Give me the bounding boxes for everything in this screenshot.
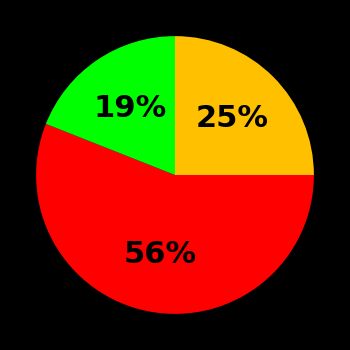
Wedge shape bbox=[175, 36, 314, 175]
Text: 56%: 56% bbox=[123, 240, 196, 269]
Text: 25%: 25% bbox=[195, 104, 268, 133]
Wedge shape bbox=[46, 36, 175, 175]
Text: 19%: 19% bbox=[93, 94, 166, 123]
Wedge shape bbox=[36, 124, 314, 314]
